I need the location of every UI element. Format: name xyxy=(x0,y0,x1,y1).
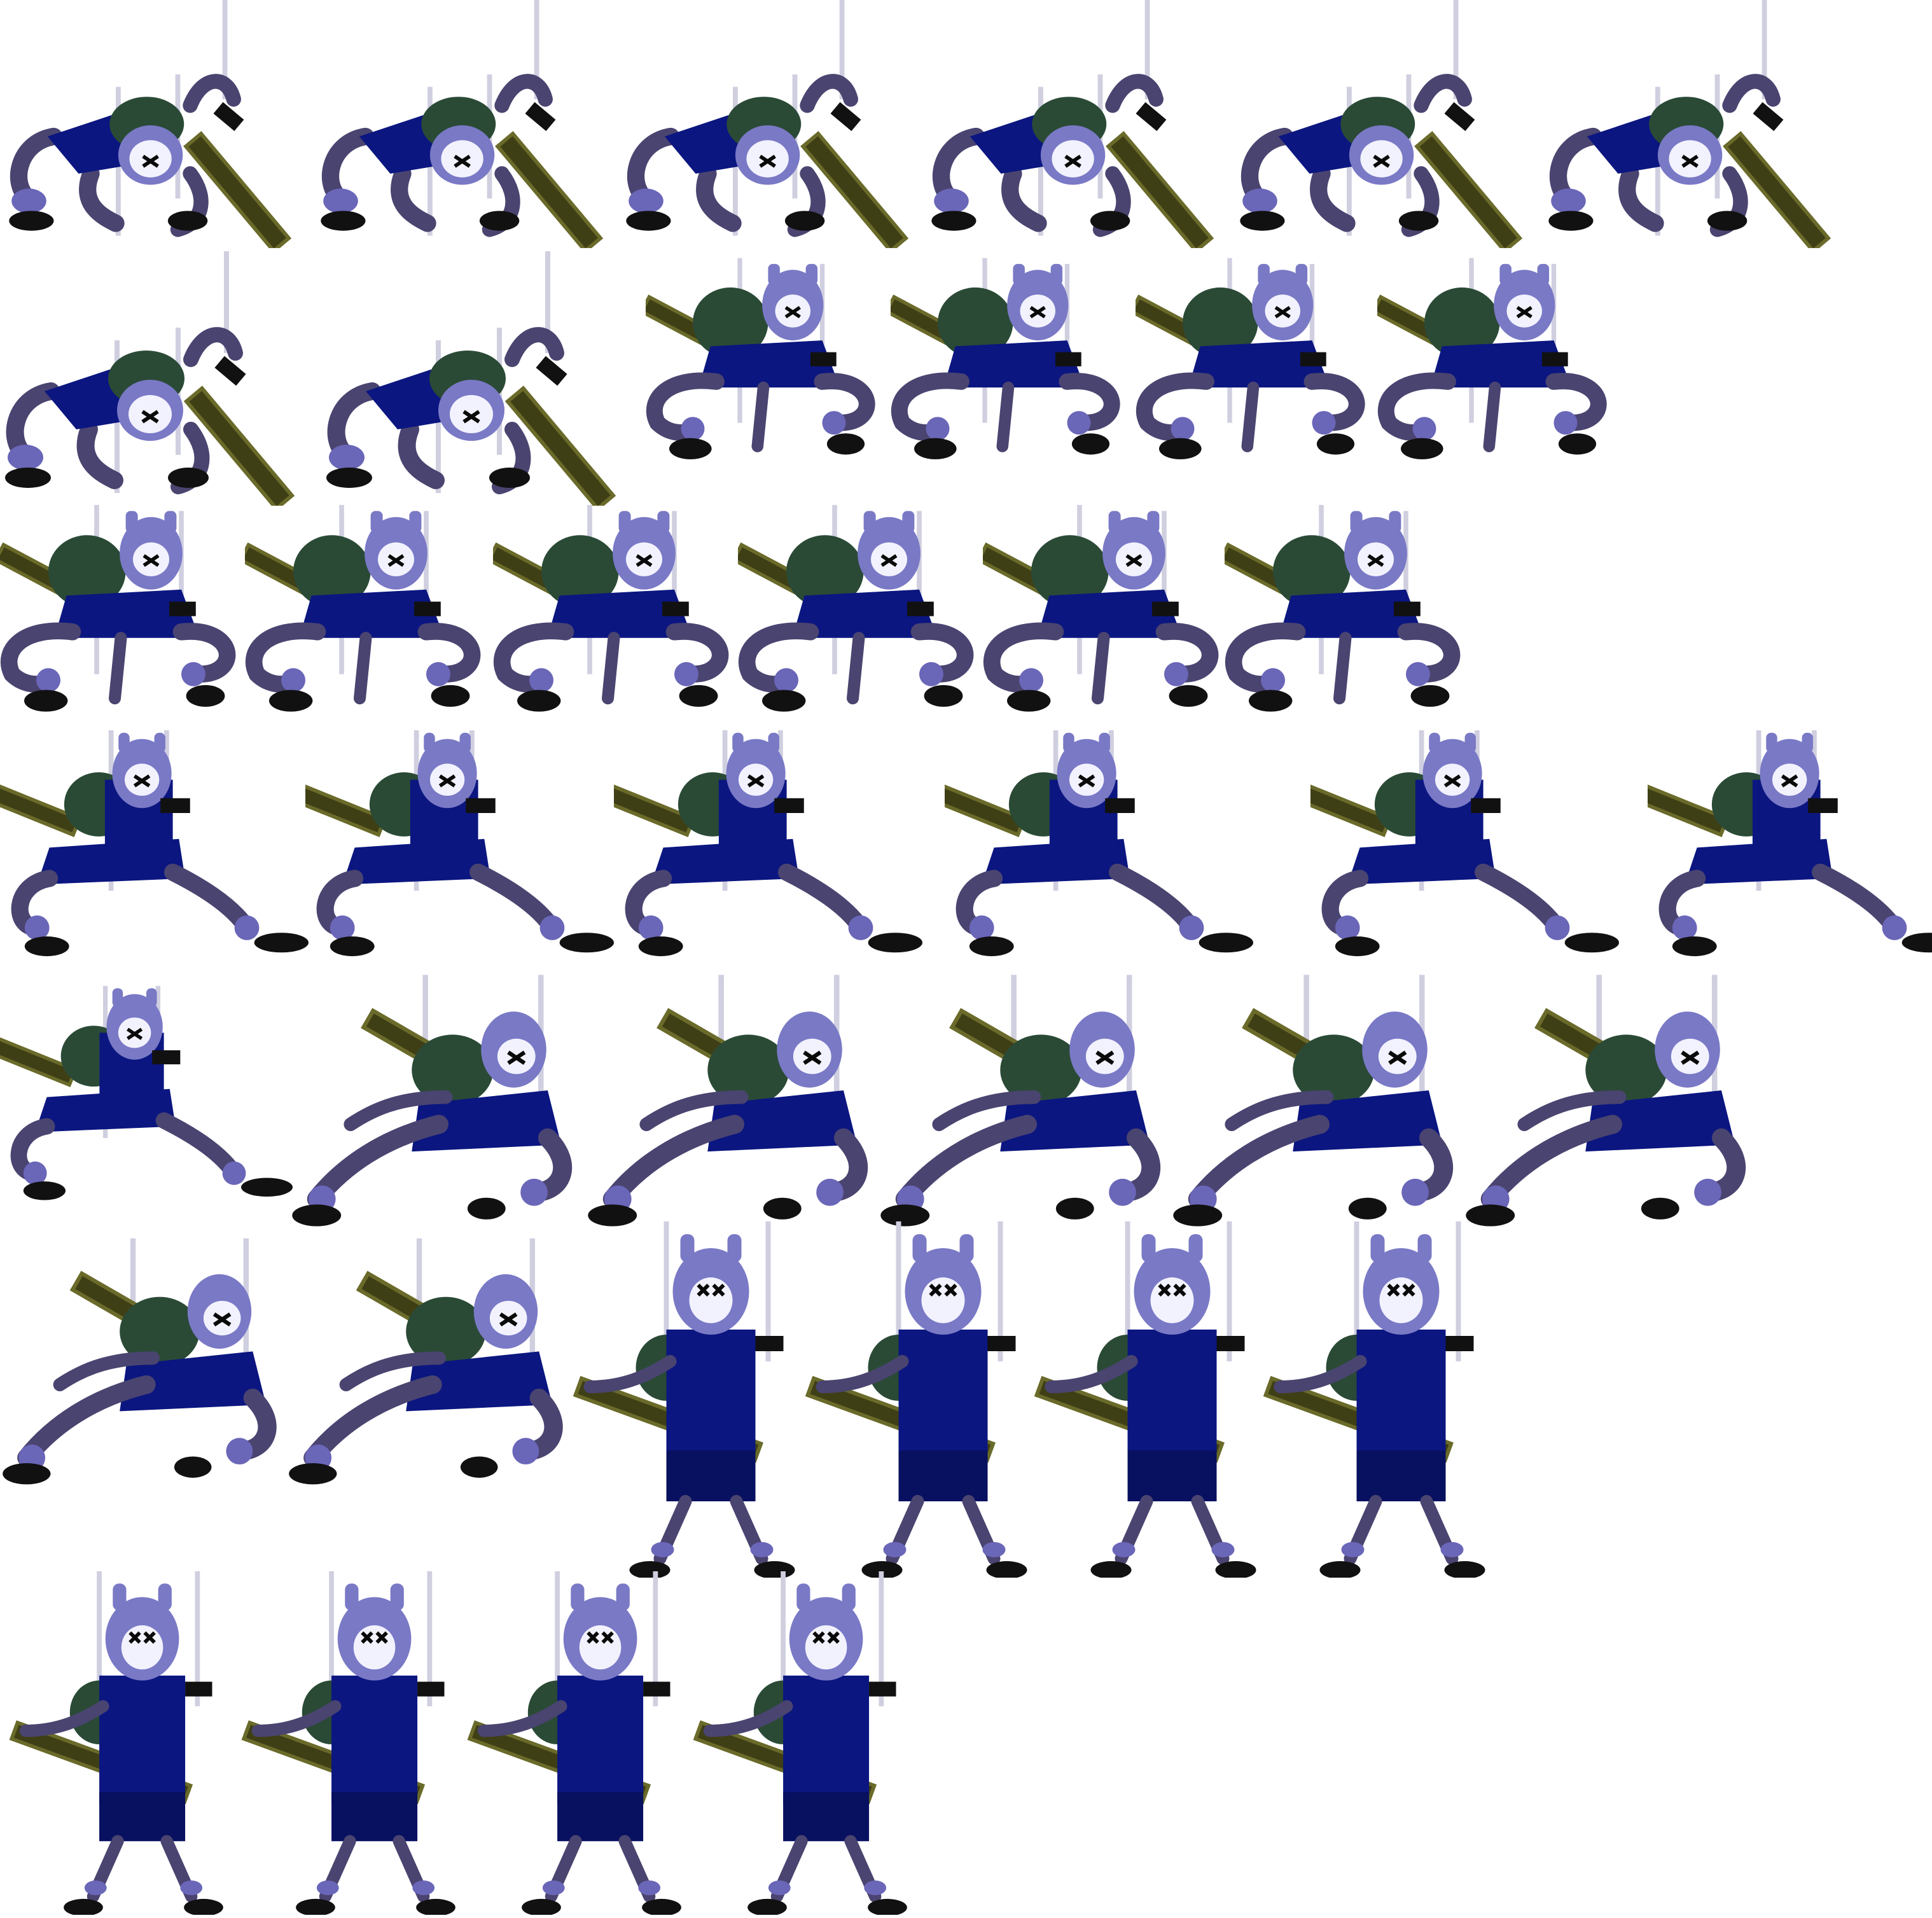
sprite-frame-idle-squat-9 xyxy=(983,503,1225,719)
character-sprite xyxy=(614,722,922,967)
character-sprite xyxy=(802,1221,1034,1578)
character-sprite xyxy=(312,0,643,248)
character-sprite xyxy=(646,251,881,471)
sprite-frame-stand-sword-shoulder-3 xyxy=(1031,1221,1263,1578)
sprite-frame-crouch-sword-drag-2 xyxy=(312,0,643,248)
character-sprite xyxy=(1377,251,1613,471)
character-sprite xyxy=(1648,722,1932,967)
sprite-frame-stand-sword-shoulder-2 xyxy=(802,1221,1034,1578)
sprite-frame-stand-sword-shoulder-5 xyxy=(0,1571,235,1915)
character-sprite xyxy=(1260,1221,1492,1578)
character-sprite xyxy=(1171,970,1470,1231)
character-sprite xyxy=(305,722,614,967)
sprite-frame-lunge-4 xyxy=(945,722,1253,967)
sprite-frame-idle-squat-3 xyxy=(1136,251,1371,471)
character-sprite xyxy=(289,970,588,1231)
character-sprite xyxy=(0,970,293,1218)
sprite-frame-idle-squat-1 xyxy=(646,251,881,471)
sprite-frame-idle-squat-8 xyxy=(738,503,980,719)
sprite-frame-lean-strike-3 xyxy=(878,970,1177,1231)
sprite-frame-lean-strike-7 xyxy=(286,1234,579,1489)
sprite-frame-crouch-sword-drag-3 xyxy=(617,0,948,248)
sprite-frame-lunge-3 xyxy=(614,722,922,967)
sprite-frame-lean-strike-5 xyxy=(1463,970,1762,1231)
character-sprite xyxy=(1136,251,1371,471)
character-sprite xyxy=(617,0,948,248)
sprite-frame-lunge-5 xyxy=(1310,722,1619,967)
character-sprite xyxy=(0,722,309,967)
sprite-frame-stand-sword-shoulder-4 xyxy=(1260,1221,1492,1578)
character-sprite xyxy=(458,1571,693,1915)
character-sprite xyxy=(493,503,735,719)
character-sprite xyxy=(684,1571,919,1915)
sprite-frame-idle-squat-6 xyxy=(245,503,487,719)
character-sprite xyxy=(945,722,1253,967)
sprite-frame-crouch-sword-drag-6 xyxy=(1539,0,1870,248)
sprite-frame-lean-strike-1 xyxy=(289,970,588,1231)
sprite-frame-idle-squat-5 xyxy=(0,503,242,719)
sprite-frame-crouch-sword-drag-1 xyxy=(0,0,331,248)
sprite-frame-crouch-sword-drag-5 xyxy=(1231,0,1562,248)
character-sprite xyxy=(891,251,1126,471)
sprite-frame-idle-squat-4 xyxy=(1377,251,1613,471)
character-sprite xyxy=(321,251,652,506)
sprite-frame-crouch-sword-drag-7 xyxy=(0,251,331,506)
character-sprite xyxy=(0,503,242,719)
sprite-frame-lean-strike-2 xyxy=(585,970,884,1231)
sprite-frame-lunge-2 xyxy=(305,722,614,967)
character-sprite xyxy=(1225,503,1466,719)
sprite-frame-stand-sword-shoulder-7 xyxy=(458,1571,693,1915)
character-sprite xyxy=(0,1234,293,1489)
sprite-frame-crouch-sword-drag-8 xyxy=(321,251,652,506)
sprite-frame-lean-strike-6 xyxy=(0,1234,293,1489)
sprite-frame-lunge-1 xyxy=(0,722,309,967)
sprite-frame-crouch-sword-drag-4 xyxy=(922,0,1253,248)
character-sprite xyxy=(245,503,487,719)
character-sprite xyxy=(232,1571,468,1915)
character-sprite xyxy=(738,503,980,719)
character-sprite xyxy=(585,970,884,1231)
character-sprite xyxy=(0,0,331,248)
sprite-frame-stand-sword-shoulder-1 xyxy=(569,1221,802,1578)
sprite-frame-idle-squat-10 xyxy=(1225,503,1466,719)
character-sprite xyxy=(0,1571,235,1915)
character-sprite xyxy=(878,970,1177,1231)
sprite-frame-idle-squat-7 xyxy=(493,503,735,719)
sprite-frame-lunge-6 xyxy=(1648,722,1932,967)
sprite-frame-lean-strike-4 xyxy=(1171,970,1470,1231)
character-sprite xyxy=(1310,722,1619,967)
character-sprite xyxy=(569,1221,802,1578)
sprite-frame-idle-squat-2 xyxy=(891,251,1126,471)
sprite-frame-lunge-7 xyxy=(0,970,293,1218)
character-sprite xyxy=(1463,970,1762,1231)
sprite-frame-stand-sword-shoulder-8 xyxy=(684,1571,919,1915)
character-sprite xyxy=(1031,1221,1263,1578)
character-sprite xyxy=(983,503,1225,719)
character-sprite xyxy=(922,0,1253,248)
character-sprite xyxy=(1539,0,1870,248)
character-sprite xyxy=(0,251,331,506)
character-sprite xyxy=(286,1234,579,1489)
character-sprite xyxy=(1231,0,1562,248)
sprite-frame-stand-sword-shoulder-6 xyxy=(232,1571,468,1915)
